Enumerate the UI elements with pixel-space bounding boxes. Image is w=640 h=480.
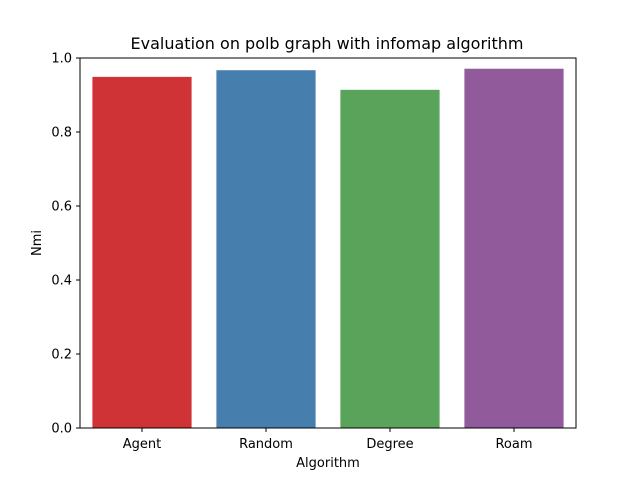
x-tick-label: Roam: [495, 437, 532, 452]
bars-group: [92, 68, 564, 429]
bar-agent: [92, 76, 192, 429]
x-tick-label: Degree: [366, 437, 413, 452]
y-axis-ticks: 0.0 0.2 0.4 0.6 0.8 1.0: [51, 52, 80, 437]
chart-title: Evaluation on polb graph with infomap al…: [131, 34, 524, 53]
y-tick-label: 0.0: [51, 422, 72, 437]
plot-frame: [79, 57, 577, 429]
y-tick-label: 0.8: [51, 126, 72, 141]
bar-random: [216, 70, 316, 429]
x-tick-label: Random: [239, 437, 293, 452]
y-tick-label: 0.2: [51, 348, 72, 363]
y-tick-label: 1.0: [51, 52, 72, 67]
y-tick-label: 0.6: [51, 200, 72, 215]
y-tick-label: 0.4: [51, 274, 72, 289]
bar-roam: [464, 68, 564, 428]
x-tick-label: Agent: [123, 437, 161, 452]
x-axis-label: Algorithm: [296, 456, 360, 471]
y-axis-label: Nmi: [30, 230, 45, 256]
x-axis-ticks: Agent Random Degree Roam: [123, 428, 533, 452]
bar-degree: [340, 89, 440, 428]
